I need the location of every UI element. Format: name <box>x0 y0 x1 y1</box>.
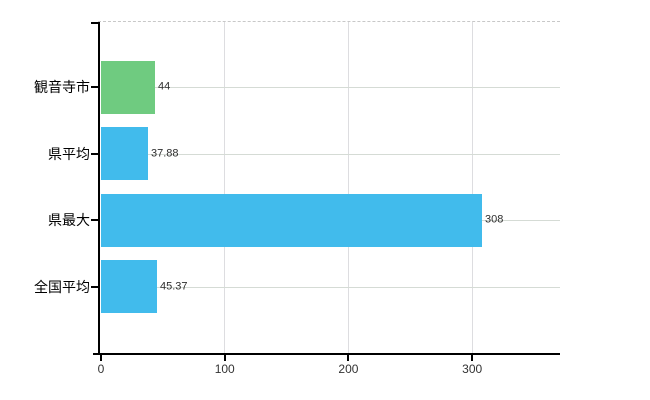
y-axis-label: 県最大 <box>48 212 90 229</box>
x-axis-tick <box>471 355 474 361</box>
x-tick-label: 300 <box>462 362 483 376</box>
x-gridline <box>347 22 349 353</box>
y-gridline <box>101 87 560 88</box>
bar <box>101 194 482 247</box>
x-axis-tick <box>223 355 226 361</box>
bar <box>101 260 157 313</box>
y-axis-tick <box>91 286 100 288</box>
y-gridline <box>101 287 560 288</box>
x-axis-tick <box>100 355 102 361</box>
y-axis-tick <box>91 153 100 155</box>
y-axis-tick <box>91 219 100 221</box>
y-axis-label: 観音寺市 <box>34 79 90 96</box>
bar-value-label: 37.88 <box>151 147 179 160</box>
x-tick-label: 200 <box>338 362 359 376</box>
x-axis-tick <box>347 355 350 361</box>
x-axis-line <box>93 353 560 355</box>
bar-value-label: 45.37 <box>160 280 188 293</box>
y-axis-label: 全国平均 <box>34 278 90 295</box>
bar <box>101 61 155 114</box>
bar-value-label: 308 <box>485 213 504 226</box>
y-axis-top-tick <box>91 22 98 24</box>
y-axis-line <box>98 22 100 355</box>
x-gridline <box>224 22 226 353</box>
y-axis-label: 県平均 <box>48 145 90 162</box>
x-tick-label: 0 <box>97 362 105 376</box>
x-gridline <box>471 22 473 353</box>
plot-area: 0 100 200 300 観音寺市 44 県平均 37.88 県最大 308 全国平均 45.37 <box>34 22 560 376</box>
y-gridline <box>101 154 560 155</box>
y-axis-tick <box>91 86 100 88</box>
x-tick-label: 100 <box>214 362 235 376</box>
plot-top-border <box>98 21 560 22</box>
bar-value-label: 44 <box>158 80 171 93</box>
bar <box>101 127 148 180</box>
